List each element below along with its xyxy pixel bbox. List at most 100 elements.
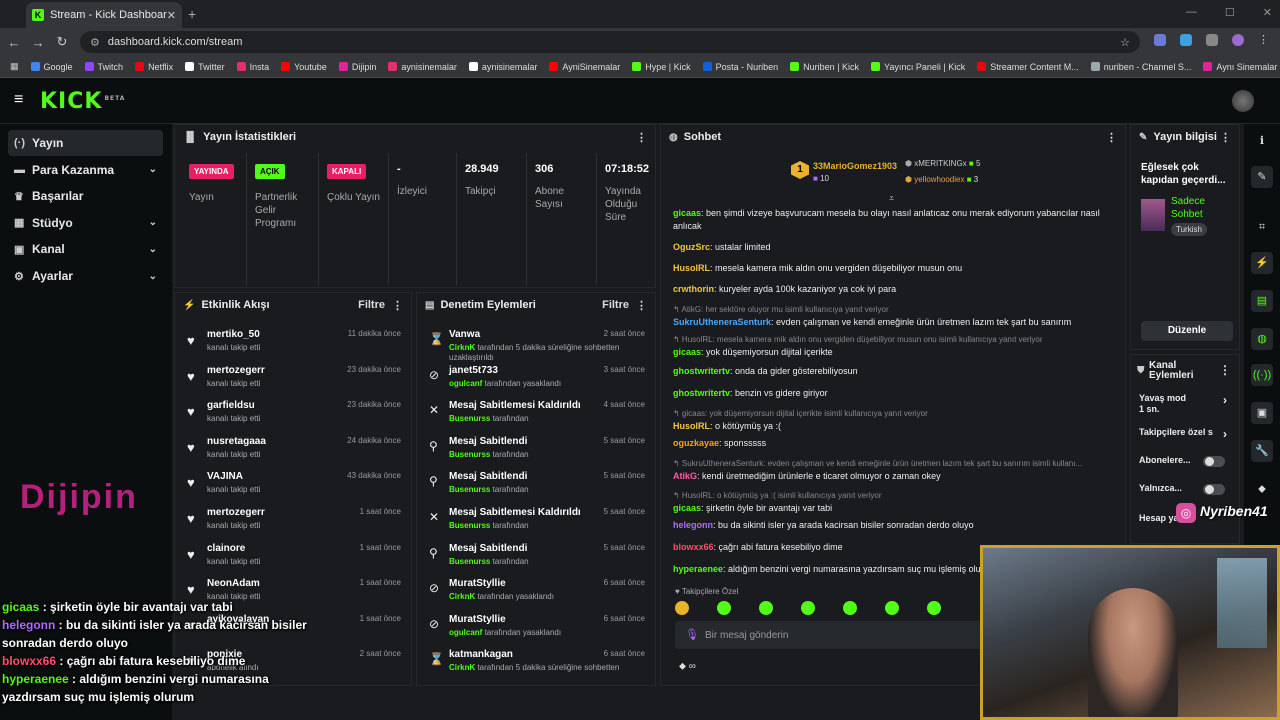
moderation-target[interactable]: Mesaj Sabitlemesi Kaldırıldı	[449, 400, 581, 412]
bookmark-item[interactable]: Netflix	[135, 62, 173, 72]
bookmark-star-icon[interactable]: ☆	[1120, 36, 1130, 49]
follower-name[interactable]: ayikovalayan	[207, 613, 270, 625]
close-tab-icon[interactable]: ✕	[166, 9, 176, 22]
bookmark-item[interactable]: aynisinemalar	[388, 62, 457, 72]
sidebar-item[interactable]: ▣ Kanal ⌄	[8, 236, 163, 262]
hamburger-menu-icon[interactable]: ≡	[14, 91, 24, 108]
extension-icon[interactable]	[1154, 34, 1166, 46]
bookmark-item[interactable]: Insta	[236, 62, 269, 72]
toggle-switch[interactable]	[1203, 456, 1225, 467]
sidebar-item[interactable]: (·) Yayın	[8, 130, 163, 156]
moderator-name[interactable]: Busenurss	[449, 521, 491, 530]
moderator-name[interactable]: Busenurss	[449, 556, 491, 566]
bookmark-item[interactable]: Dijipin	[338, 62, 376, 72]
chat-username[interactable]: oguzkayae	[673, 438, 720, 448]
chat-username[interactable]: gicaas	[673, 503, 702, 513]
follower-name[interactable]: mertozegerr	[207, 364, 265, 376]
minimize-icon[interactable]: —	[1185, 6, 1197, 18]
wrench-icon[interactable]: 🔧	[1251, 440, 1273, 462]
bookmark-item[interactable]: Streamer Content M...	[977, 62, 1079, 72]
emote-icon[interactable]	[675, 601, 689, 615]
category-link[interactable]: Sadece Sohbet	[1171, 196, 1205, 220]
moderation-target[interactable]: katmankagan	[449, 649, 513, 661]
sidebar-item[interactable]: ▬ Para Kazanma ⌄	[8, 157, 163, 183]
filter-button[interactable]: Filtre	[358, 299, 385, 311]
bookmark-item[interactable]: Yayıncı Paneli | Kick	[871, 62, 965, 72]
moderator-name[interactable]: CirknK	[449, 343, 476, 352]
more-options-icon[interactable]: ⋮	[636, 299, 647, 312]
chevron-down-icon[interactable]: ⌄	[148, 270, 157, 282]
forward-icon[interactable]: →	[31, 34, 45, 50]
bookmark-item[interactable]: Hype | Kick	[632, 62, 691, 72]
chat-username[interactable]: HusolRL	[673, 263, 710, 273]
menu-icon[interactable]: ⋮	[1258, 34, 1269, 46]
reload-icon[interactable]: ↻	[56, 34, 68, 49]
bookmark-item[interactable]: aynisinemalar	[468, 62, 537, 72]
moderation-target[interactable]: Mesaj Sabitlendi	[449, 542, 528, 554]
more-options-icon[interactable]: ⋮	[1220, 131, 1231, 144]
avatar[interactable]	[1232, 90, 1254, 112]
kick-logo[interactable]: KICK BETA	[40, 89, 126, 114]
broadcast-icon[interactable]: ((·))	[1251, 364, 1273, 386]
share-icon[interactable]: ⬥	[1258, 483, 1266, 495]
bookmark-item[interactable]: Twitter	[185, 62, 225, 72]
emote-icon[interactable]	[717, 601, 731, 615]
chat-input[interactable]: 🎙 Bir mesaj gönderin	[675, 621, 1005, 649]
profile-icon[interactable]	[1232, 34, 1244, 46]
url-field[interactable]: ⚙ dashboard.kick.com/stream ☆	[80, 31, 1140, 53]
moderation-target[interactable]: MuratStyllie	[449, 613, 506, 625]
crop-icon[interactable]: ⌗	[1258, 221, 1266, 233]
emote-icon[interactable]	[843, 601, 857, 615]
chat-username[interactable]: blowxx66	[673, 542, 714, 552]
info-icon[interactable]: ℹ	[1259, 135, 1265, 147]
more-options-icon[interactable]: ⋮	[1106, 131, 1117, 144]
extensions-puzzle-icon[interactable]	[1206, 34, 1218, 46]
moderator-name[interactable]: CirknK	[449, 592, 476, 602]
chat-settings-icon[interactable]: ⬥ ∞	[679, 661, 696, 672]
new-tab-icon[interactable]: +	[188, 6, 197, 22]
chevron-right-icon[interactable]: ›	[1223, 427, 1227, 441]
chat-username[interactable]: SukruUtheneraSenturk	[673, 317, 772, 327]
follower-name[interactable]: ponixie	[207, 649, 243, 661]
emote-icon[interactable]	[801, 601, 815, 615]
moderation-target[interactable]: MuratStyllie	[449, 578, 506, 590]
chat-username[interactable]: gicaas	[673, 208, 702, 218]
browser-tab[interactable]: K Stream - Kick Dashboard ✕	[26, 2, 182, 28]
bookmark-item[interactable]: Twitch	[84, 62, 123, 72]
chat-username[interactable]: helegonn	[673, 520, 713, 530]
moderation-target[interactable]: Mesaj Sabitlendi	[449, 471, 528, 483]
chat-username[interactable]: crwthorin	[673, 284, 715, 294]
chat-username[interactable]: ghostwritertv	[673, 366, 731, 376]
sidebar-item[interactable]: ♛ Başarılar	[8, 183, 163, 209]
follower-name[interactable]: garfieldsu	[207, 400, 255, 412]
bookmark-item[interactable]: Nuriben | Kick	[790, 62, 859, 72]
bookmark-item[interactable]: Google	[30, 62, 73, 72]
follower-name[interactable]: clainore	[207, 542, 246, 554]
apps-grid-icon[interactable]: ▦	[10, 61, 19, 71]
moderation-target[interactable]: Vanwa	[449, 329, 481, 340]
expand-leaderboard-icon[interactable]: ⩡	[889, 193, 895, 203]
moderator-name[interactable]: Busenurss	[449, 414, 491, 424]
more-options-icon[interactable]: ⋮	[1219, 363, 1231, 377]
more-options-icon[interactable]: ⋮	[636, 131, 647, 144]
bookmark-item[interactable]: Posta - Nuriben	[702, 62, 778, 72]
follower-name[interactable]: VAJINA	[207, 471, 243, 483]
chat-username[interactable]: gicaas	[673, 347, 702, 357]
chat-username[interactable]: ghostwritertv	[673, 388, 731, 398]
chat-username[interactable]: OguzSrc	[673, 242, 711, 252]
moderator-name[interactable]: Busenurss	[449, 485, 491, 495]
chevron-right-icon[interactable]: ›	[1223, 393, 1227, 407]
sidebar-item[interactable]: ⚙ Ayarlar ⌄	[8, 263, 163, 289]
emote-icon[interactable]	[759, 601, 773, 615]
bookmark-item[interactable]: AyniSinemalar	[549, 62, 620, 72]
follower-name[interactable]: mertiko_50	[207, 329, 260, 340]
moderation-target[interactable]: Mesaj Sabitlemesi Kaldırıldı	[449, 507, 581, 518]
back-icon[interactable]: ←	[7, 34, 21, 50]
moderation-target[interactable]: janet5t733	[449, 364, 498, 376]
chat-username[interactable]: AtikG	[673, 471, 698, 481]
chat-username[interactable]: hyperaenee	[673, 564, 724, 574]
moderator-name[interactable]: CirknK	[449, 663, 476, 673]
chat-username[interactable]: HusolRL	[673, 421, 710, 431]
moderation-target[interactable]: Mesaj Sabitlendi	[449, 435, 528, 447]
lightning-icon[interactable]: ⚡	[1251, 252, 1273, 274]
